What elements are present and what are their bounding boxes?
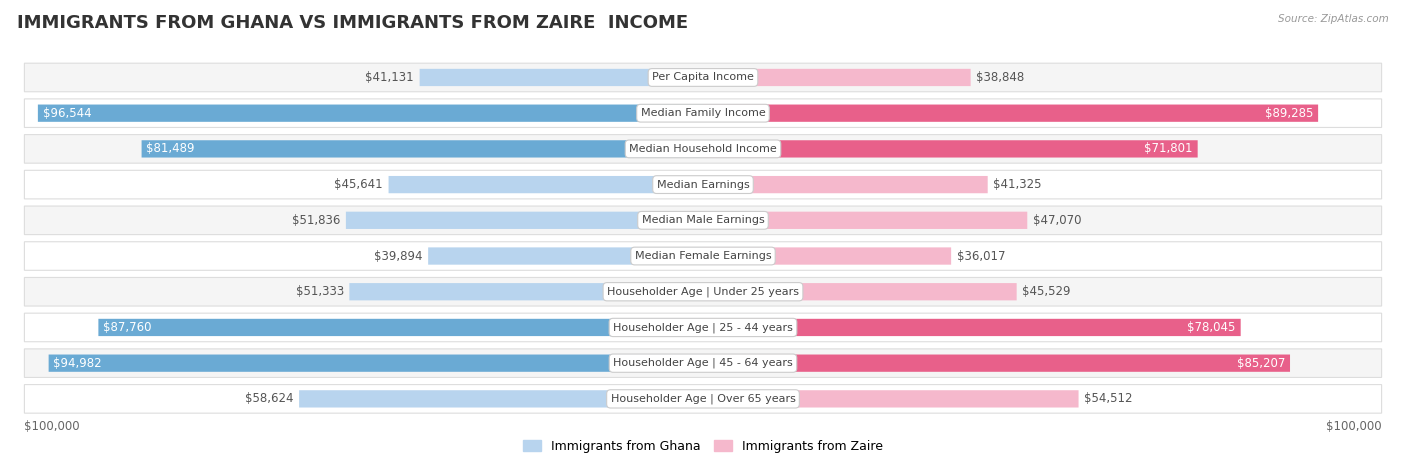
FancyBboxPatch shape [349, 283, 703, 300]
Text: $36,017: $36,017 [956, 249, 1005, 262]
FancyBboxPatch shape [703, 69, 970, 86]
Text: $51,836: $51,836 [292, 214, 340, 227]
Text: $54,512: $54,512 [1084, 392, 1133, 405]
Text: $78,045: $78,045 [1188, 321, 1236, 334]
Text: Source: ZipAtlas.com: Source: ZipAtlas.com [1278, 14, 1389, 24]
FancyBboxPatch shape [703, 354, 1291, 372]
FancyBboxPatch shape [24, 385, 1382, 413]
Text: $51,333: $51,333 [295, 285, 344, 298]
Text: $45,641: $45,641 [335, 178, 382, 191]
FancyBboxPatch shape [346, 212, 703, 229]
Text: $41,325: $41,325 [993, 178, 1042, 191]
Text: $85,207: $85,207 [1237, 357, 1285, 370]
Text: Median Earnings: Median Earnings [657, 180, 749, 190]
FancyBboxPatch shape [703, 176, 987, 193]
FancyBboxPatch shape [24, 63, 1382, 92]
Text: $41,131: $41,131 [366, 71, 415, 84]
FancyBboxPatch shape [24, 313, 1382, 342]
FancyBboxPatch shape [24, 99, 1382, 127]
FancyBboxPatch shape [429, 248, 703, 265]
FancyBboxPatch shape [24, 242, 1382, 270]
FancyBboxPatch shape [98, 319, 703, 336]
Legend: Immigrants from Ghana, Immigrants from Zaire: Immigrants from Ghana, Immigrants from Z… [517, 435, 889, 458]
Text: $71,801: $71,801 [1144, 142, 1192, 156]
Text: Median Family Income: Median Family Income [641, 108, 765, 118]
FancyBboxPatch shape [24, 170, 1382, 199]
FancyBboxPatch shape [703, 105, 1317, 122]
FancyBboxPatch shape [703, 390, 1078, 408]
Text: $58,624: $58,624 [245, 392, 294, 405]
Text: IMMIGRANTS FROM GHANA VS IMMIGRANTS FROM ZAIRE  INCOME: IMMIGRANTS FROM GHANA VS IMMIGRANTS FROM… [17, 14, 688, 32]
Text: Median Household Income: Median Household Income [628, 144, 778, 154]
Text: $96,544: $96,544 [42, 106, 91, 120]
FancyBboxPatch shape [703, 248, 950, 265]
Text: $47,070: $47,070 [1033, 214, 1081, 227]
FancyBboxPatch shape [388, 176, 703, 193]
FancyBboxPatch shape [24, 206, 1382, 234]
FancyBboxPatch shape [703, 212, 1028, 229]
FancyBboxPatch shape [703, 319, 1240, 336]
Text: $100,000: $100,000 [24, 420, 80, 433]
FancyBboxPatch shape [703, 140, 1198, 157]
Text: Median Female Earnings: Median Female Earnings [634, 251, 772, 261]
Text: Householder Age | Over 65 years: Householder Age | Over 65 years [610, 394, 796, 404]
Text: Householder Age | 25 - 44 years: Householder Age | 25 - 44 years [613, 322, 793, 333]
FancyBboxPatch shape [299, 390, 703, 408]
FancyBboxPatch shape [24, 134, 1382, 163]
Text: Householder Age | Under 25 years: Householder Age | Under 25 years [607, 286, 799, 297]
Text: $39,894: $39,894 [374, 249, 423, 262]
FancyBboxPatch shape [419, 69, 703, 86]
Text: $81,489: $81,489 [146, 142, 195, 156]
Text: $87,760: $87,760 [103, 321, 152, 334]
Text: Per Capita Income: Per Capita Income [652, 72, 754, 83]
FancyBboxPatch shape [24, 349, 1382, 377]
FancyBboxPatch shape [703, 283, 1017, 300]
Text: $94,982: $94,982 [53, 357, 103, 370]
Text: $100,000: $100,000 [1326, 420, 1382, 433]
FancyBboxPatch shape [38, 105, 703, 122]
FancyBboxPatch shape [24, 277, 1382, 306]
Text: $89,285: $89,285 [1265, 106, 1313, 120]
Text: Median Male Earnings: Median Male Earnings [641, 215, 765, 225]
Text: $45,529: $45,529 [1022, 285, 1071, 298]
Text: Householder Age | 45 - 64 years: Householder Age | 45 - 64 years [613, 358, 793, 368]
Text: $38,848: $38,848 [976, 71, 1025, 84]
FancyBboxPatch shape [142, 140, 703, 157]
FancyBboxPatch shape [49, 354, 703, 372]
